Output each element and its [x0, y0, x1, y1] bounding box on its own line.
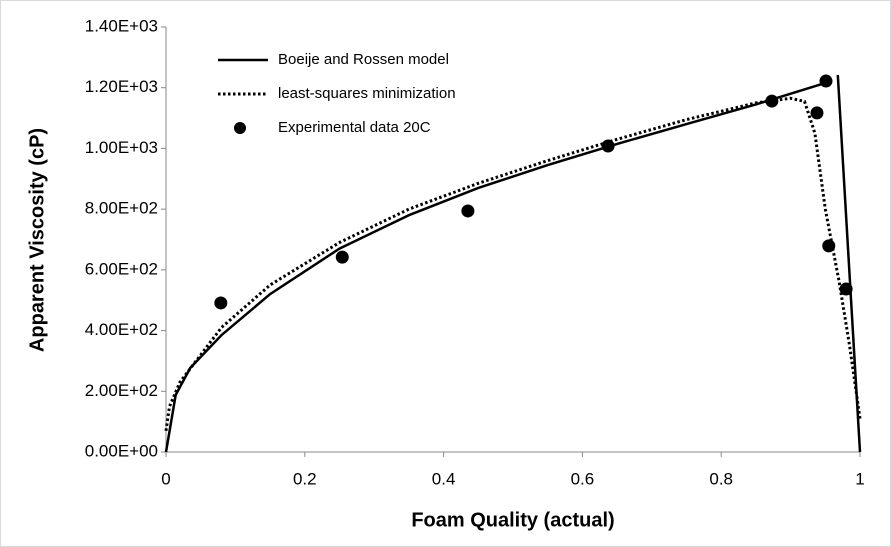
- legend-marker: [234, 122, 246, 134]
- series-line: [164, 74, 862, 453]
- data-point: [601, 139, 615, 153]
- y-tick-label: 1.00E+03: [85, 138, 158, 157]
- x-tick-label: 0.6: [571, 469, 595, 488]
- y-tick-label: 1.40E+03: [85, 16, 158, 35]
- y-tick-label: 8.00E+02: [85, 199, 158, 218]
- x-tick-label: 1: [855, 469, 864, 488]
- data-point: [335, 250, 349, 264]
- x-tick-label: 0.4: [432, 469, 456, 488]
- x-tick-label: 0.8: [709, 469, 733, 488]
- legend-label: least-squares minimization: [278, 85, 456, 102]
- data-point: [810, 106, 824, 120]
- data-point: [822, 239, 836, 253]
- legend-label: Boeije and Rossen model: [278, 51, 449, 68]
- data-point: [839, 282, 853, 296]
- y-tick-label: 1.20E+03: [85, 77, 158, 96]
- series-line: [164, 96, 862, 432]
- x-axis-title: Foam Quality (actual): [411, 509, 614, 531]
- y-tick-label: 2.00E+02: [85, 381, 158, 400]
- x-tick-label: 0: [161, 469, 170, 488]
- y-axis-title: Apparent Viscosity (cP): [26, 128, 48, 352]
- y-tick-label: 6.00E+02: [85, 259, 158, 278]
- data-point: [819, 74, 833, 88]
- legend-label: Experimental data 20C: [278, 119, 431, 136]
- y-tick-label: 0.00E+00: [85, 441, 158, 460]
- data-point: [461, 204, 475, 218]
- data-point: [214, 296, 228, 310]
- y-tick-label: 4.00E+02: [85, 320, 158, 339]
- x-tick-label: 0.2: [293, 469, 317, 488]
- data-point: [765, 94, 779, 108]
